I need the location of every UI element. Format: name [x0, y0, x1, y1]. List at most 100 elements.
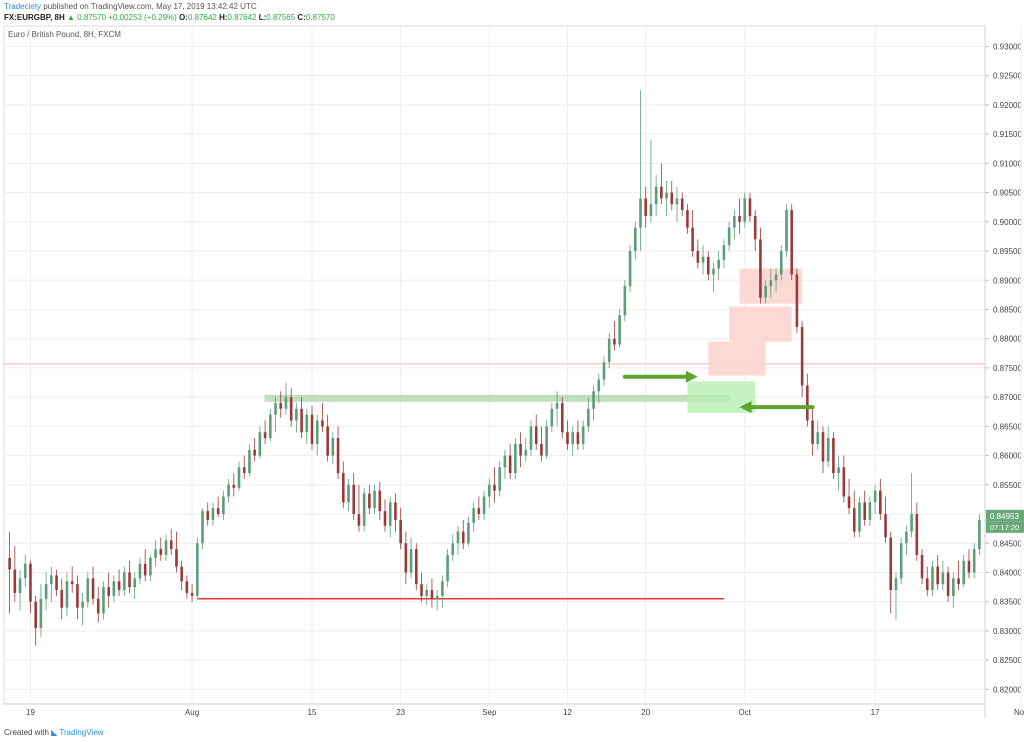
candle — [336, 426, 340, 479]
x-tick-label: 23 — [396, 708, 405, 717]
candle-body — [414, 549, 418, 585]
candle — [8, 531, 11, 614]
candle — [34, 595, 37, 646]
candle — [310, 405, 314, 450]
candle — [487, 478, 491, 509]
candle-body — [701, 256, 705, 263]
candle-body — [753, 215, 757, 240]
candle-body — [852, 508, 856, 532]
candle — [185, 575, 189, 599]
y-tick-label: 0.84000 — [993, 568, 1022, 577]
candle — [623, 280, 627, 322]
candle — [279, 391, 283, 418]
candle — [482, 490, 486, 520]
candle — [691, 210, 694, 257]
low-label: L: — [258, 13, 267, 22]
candle — [571, 426, 575, 456]
candle — [425, 584, 429, 605]
candle-body — [811, 420, 814, 444]
candle — [680, 192, 684, 216]
candle — [779, 245, 783, 281]
candle-body — [180, 566, 183, 582]
candle-body — [472, 508, 475, 523]
candle — [29, 560, 32, 614]
candle-body — [29, 563, 32, 602]
candle-body — [670, 192, 674, 205]
candle-body — [952, 578, 955, 596]
x-tick-label: Sep — [482, 708, 497, 717]
candle-body — [618, 315, 621, 345]
candle-body — [446, 554, 449, 582]
candle-body — [868, 502, 872, 520]
candle-body — [269, 414, 272, 439]
candle-body — [769, 280, 773, 287]
candle — [133, 572, 137, 599]
candle — [269, 408, 272, 441]
candle-body — [373, 490, 376, 509]
candle-body — [295, 408, 298, 421]
candle — [837, 455, 840, 491]
candle — [472, 502, 475, 532]
candle-body — [159, 549, 163, 555]
candle-body — [352, 484, 356, 515]
candle-body — [336, 438, 340, 474]
y-tick-label: 0.90500 — [993, 189, 1022, 198]
x-tick-label: Aug — [185, 708, 199, 717]
candle — [378, 481, 382, 520]
candle — [180, 560, 183, 591]
x-tick-label: 20 — [641, 708, 650, 717]
candle — [289, 388, 293, 427]
candle-body — [639, 198, 642, 228]
candle — [785, 204, 788, 257]
candle-body — [169, 540, 173, 550]
candle-body — [321, 420, 324, 427]
resistance-zone — [264, 394, 730, 402]
candle — [592, 385, 595, 421]
candle-body — [96, 598, 100, 614]
candle — [524, 438, 528, 462]
candle — [560, 397, 564, 439]
tradingview-logo-icon: ◣ — [51, 728, 58, 737]
candle — [284, 382, 288, 415]
candle-body — [571, 432, 575, 444]
candle-body — [821, 432, 825, 462]
candle-body — [920, 554, 924, 579]
candle-body — [138, 563, 142, 579]
candle — [44, 572, 48, 611]
y-tick-label: 0.88500 — [993, 305, 1022, 314]
candle-body — [430, 590, 434, 599]
candle-body — [258, 432, 262, 456]
candle-body — [310, 414, 314, 444]
candle — [60, 578, 64, 620]
candle — [941, 560, 945, 591]
candle — [138, 557, 142, 585]
candle — [394, 493, 397, 532]
candle — [842, 455, 846, 503]
candle-body — [607, 338, 611, 363]
open-value: 0.87642 — [187, 13, 217, 22]
candle — [889, 531, 893, 614]
candle-body — [899, 543, 903, 579]
candle — [628, 245, 632, 292]
candle — [879, 478, 882, 520]
up-triangle-icon: ▲ — [67, 13, 75, 22]
y-tick-label: 0.89000 — [993, 276, 1022, 285]
high-value: 0.87642 — [227, 13, 257, 22]
publisher-link[interactable]: Tradeciety — [4, 2, 42, 11]
candle — [13, 546, 17, 602]
close-value: 0.87570 — [305, 13, 335, 22]
x-tick-label: 12 — [563, 708, 572, 717]
candle — [873, 484, 877, 515]
candle — [743, 192, 747, 228]
candle-body — [128, 572, 131, 588]
candle — [670, 180, 674, 211]
candle — [164, 534, 168, 561]
candle — [633, 221, 637, 260]
candle — [326, 414, 329, 462]
candle — [936, 554, 939, 591]
candle — [175, 531, 178, 573]
tradingview-link[interactable]: TradingView — [59, 728, 104, 737]
candle-body — [44, 584, 48, 599]
candle-body — [284, 397, 288, 409]
